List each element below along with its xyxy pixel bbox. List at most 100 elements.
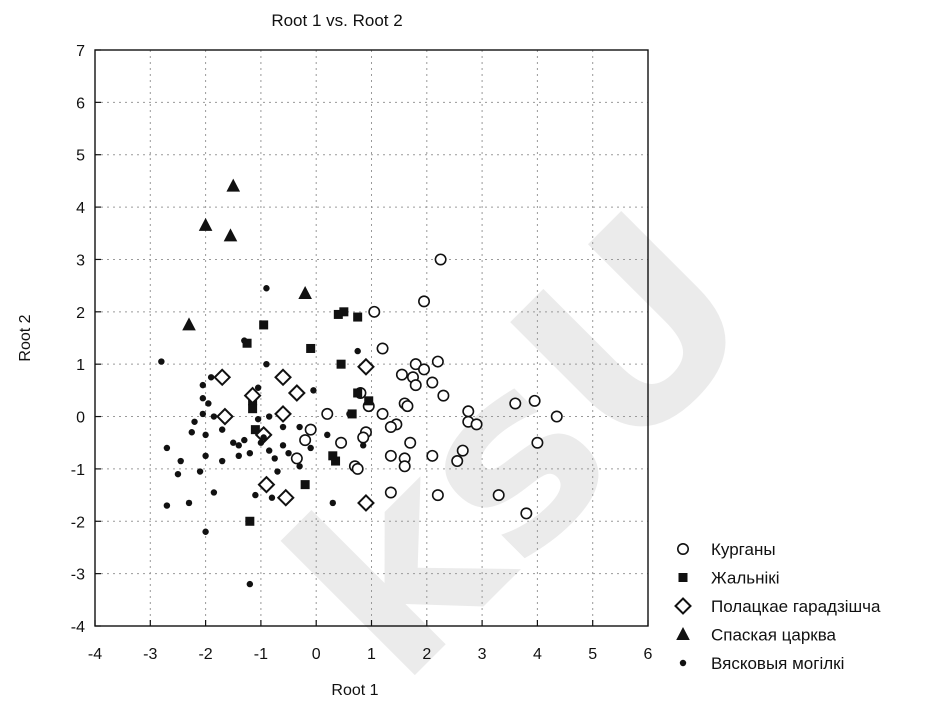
legend-marker (676, 627, 690, 640)
x-tick-label: 1 (367, 646, 376, 663)
data-point-open-circle (409, 379, 422, 392)
data-point-open-circle (376, 342, 389, 355)
data-point-open-circle (304, 423, 317, 436)
data-point-open-circle (384, 486, 397, 499)
data-point-filled-square (339, 307, 349, 317)
data-point-filled-square (306, 343, 316, 353)
data-point-small-dot (254, 415, 262, 423)
data-point-open-circle (384, 421, 397, 434)
x-tick-label: 0 (312, 646, 321, 663)
data-point-open-circle (384, 449, 397, 462)
data-point-small-dot (257, 439, 265, 446)
data-point-filled-square (259, 320, 269, 330)
watermark-text: ksU (236, 160, 808, 701)
data-point-filled-square (353, 312, 363, 322)
data-point-filled-triangle (298, 285, 312, 299)
data-point-filled-square (248, 404, 258, 414)
data-point-open-diamond (243, 386, 262, 405)
data-point-small-dot (163, 444, 171, 452)
data-point-open-circle (321, 407, 334, 420)
data-point-small-dot (263, 360, 270, 368)
data-point-open-circle (520, 507, 533, 520)
data-point-filled-square (328, 451, 338, 461)
data-point-open-circle (398, 460, 411, 473)
x-tick-label: -4 (88, 646, 102, 663)
data-point-small-dot (207, 374, 215, 381)
data-point-open-circle (431, 355, 444, 368)
data-point-open-circle (456, 444, 469, 457)
data-point-small-dot (329, 499, 336, 507)
y-tick-label: -2 (71, 514, 85, 531)
data-point-filled-square (245, 516, 255, 526)
data-point-small-dot (177, 457, 184, 465)
data-point-open-circle (451, 455, 464, 468)
data-point-open-diamond (274, 368, 292, 387)
legend-marker (676, 542, 689, 555)
x-tick-label: 2 (422, 646, 431, 663)
data-point-filled-square (353, 388, 363, 398)
data-point-small-dot (263, 285, 270, 292)
data-point-filled-square (333, 309, 343, 319)
x-tick-label: -2 (198, 646, 212, 663)
data-point-small-dot (188, 429, 195, 436)
legend-marker (679, 659, 687, 667)
x-tick-label: 5 (588, 646, 597, 663)
data-point-small-dot (285, 450, 292, 457)
data-point-open-circle (376, 407, 389, 420)
data-point-open-circle (431, 489, 444, 502)
y-tick-label: 1 (76, 357, 85, 374)
data-point-small-dot (324, 431, 331, 439)
y-tick-label: -4 (71, 619, 85, 636)
data-point-small-dot (279, 442, 287, 449)
data-point-open-circle (357, 431, 370, 444)
data-point-small-dot (202, 452, 209, 460)
data-point-open-circle (462, 405, 475, 418)
data-point-open-circle (426, 449, 439, 462)
data-point-small-dot (252, 491, 259, 499)
data-point-filled-square (364, 396, 374, 406)
y-tick-label: -1 (71, 462, 85, 479)
y-tick-label: 7 (76, 43, 85, 60)
legend-label: Полацкае гарадзішча (711, 597, 881, 616)
data-point-small-dot (310, 387, 317, 394)
data-point-open-diamond (216, 407, 234, 426)
data-point-small-dot (199, 395, 207, 402)
y-axis-label: Root 2 (17, 314, 34, 361)
data-point-filled-square (300, 480, 310, 490)
data-point-open-diamond (276, 488, 295, 507)
data-point-open-diamond (357, 494, 375, 512)
data-point-open-circle (437, 389, 450, 402)
data-point-small-dot (241, 337, 248, 344)
axis-ticks: -4 -3 -2 -1 0 1 2 3 4 5 6 -4 -3 -2 -1 0 1 2 3 4 5 6 7 (71, 43, 653, 663)
data-point-small-dot (260, 434, 267, 441)
data-point-open-circle (401, 400, 414, 413)
data-point-open-diamond (357, 357, 375, 376)
data-point-small-dot (199, 410, 207, 418)
data-point-small-dot (254, 384, 262, 391)
data-point-open-circle (335, 436, 348, 449)
data-point-filled-square (250, 425, 260, 435)
x-tick-label: 3 (478, 646, 487, 663)
data-point-open-diamond (287, 384, 306, 402)
data-point-small-dot (265, 413, 273, 420)
data-point-open-circle (470, 418, 483, 431)
data-point-small-dot (279, 423, 287, 431)
data-point-open-circle (418, 295, 431, 308)
data-point-small-dot (199, 381, 207, 389)
data-point-open-circle (290, 452, 303, 465)
legend-label: Вясковыя могілкі (711, 654, 844, 673)
y-tick-label: 4 (76, 200, 85, 217)
data-point-filled-square (331, 456, 341, 466)
data-point-small-dot (265, 447, 273, 454)
data-point-small-dot (296, 423, 303, 431)
data-point-filled-triangle (198, 217, 213, 231)
data-point-small-dot (163, 502, 171, 509)
data-point-open-circle (409, 358, 422, 371)
data-point-small-dot (191, 418, 198, 425)
data-point-small-dot (360, 442, 367, 449)
chart-title: Root 1 vs. Root 2 (271, 11, 402, 30)
data-point-filled-triangle (226, 178, 241, 192)
data-point-small-dot (230, 439, 237, 446)
y-tick-label: 3 (76, 252, 85, 269)
